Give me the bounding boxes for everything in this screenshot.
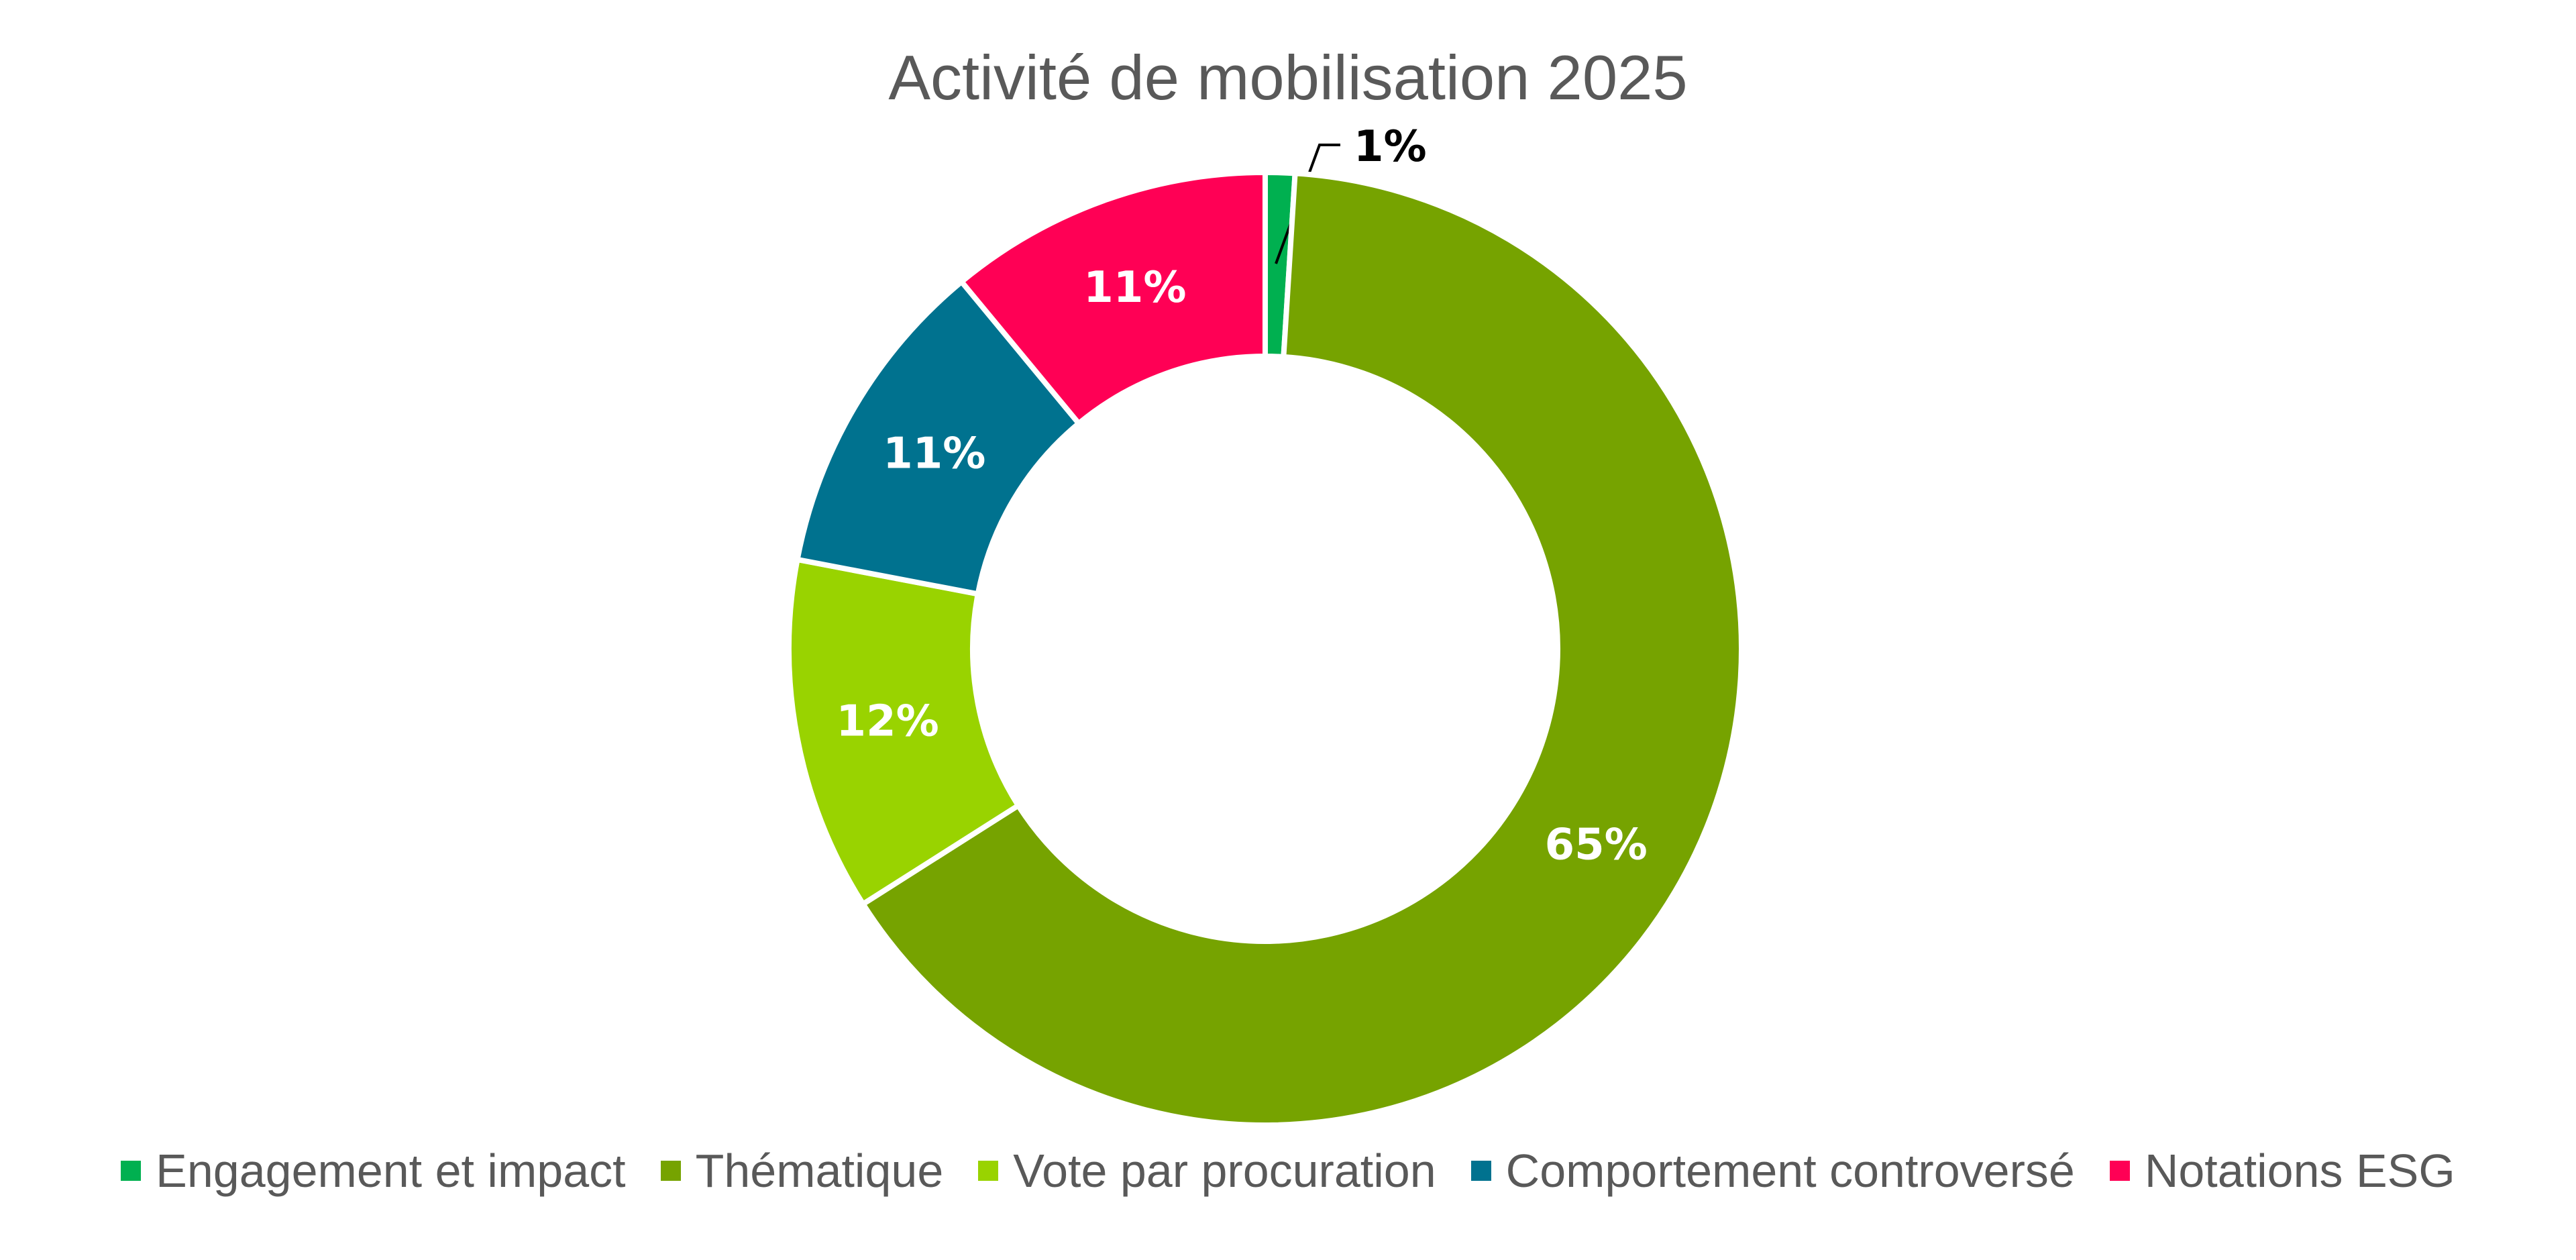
legend-item: Vote par procuration: [978, 1144, 1436, 1198]
legend: Engagement et impact Thématique Vote par p…: [0, 1144, 2576, 1198]
legend-swatch: [121, 1161, 142, 1181]
legend-swatch: [2109, 1161, 2130, 1181]
legend-label: Engagement et impact: [156, 1145, 626, 1197]
chart-title: Activité de mobilisation 2025: [888, 42, 1688, 113]
legend-swatch: [1470, 1161, 1491, 1181]
legend-item: Notations ESG: [2109, 1144, 2455, 1198]
legend-item: Thématique: [660, 1144, 944, 1198]
legend-label: Comportement controversé: [1505, 1145, 2075, 1197]
donut-slice: [794, 278, 1083, 597]
legend-item: Engagement et impact: [121, 1144, 626, 1198]
data-label: 1%: [1354, 122, 1427, 172]
donut-slice: [859, 170, 1744, 1128]
legend-swatch: [660, 1161, 681, 1181]
legend-label: Notations ESG: [2144, 1145, 2455, 1197]
data-label: 11%: [1083, 263, 1186, 313]
legend-label: Vote par procuration: [1013, 1145, 1436, 1197]
legend-swatch: [978, 1161, 999, 1181]
legend-item: Comportement controversé: [1470, 1144, 2075, 1198]
donut-slice: [786, 556, 1022, 908]
legend-label: Thématique: [695, 1145, 944, 1197]
donut-slice: [957, 169, 1268, 427]
data-label: 12%: [837, 696, 939, 746]
data-label: 11%: [883, 429, 985, 478]
data-label: 65%: [1545, 821, 1648, 870]
